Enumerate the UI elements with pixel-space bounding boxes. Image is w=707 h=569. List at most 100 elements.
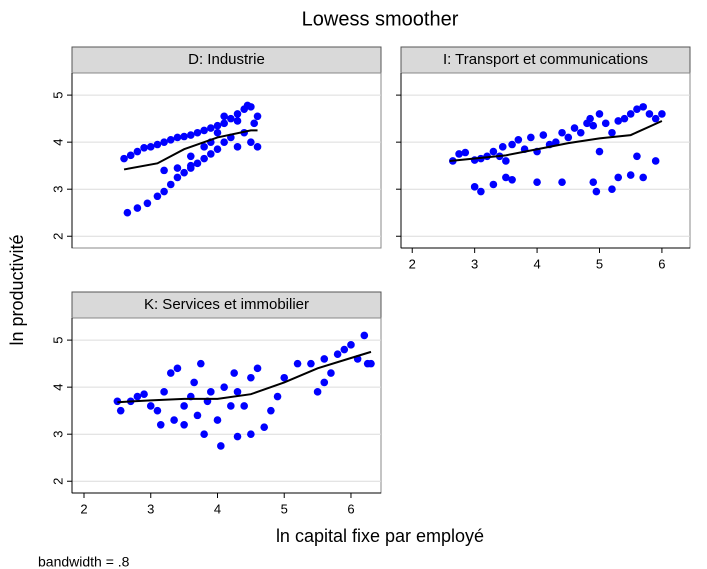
point: [333, 350, 342, 359]
lowess-line: [117, 350, 372, 404]
point: [120, 154, 128, 163]
point: [502, 173, 510, 182]
point: [527, 133, 535, 142]
point: [340, 345, 349, 354]
point: [220, 119, 228, 128]
y-tick-label: 2: [50, 478, 65, 485]
point: [153, 140, 162, 149]
point: [166, 369, 175, 377]
point: [200, 430, 208, 438]
y-tick-label: 3: [50, 186, 65, 193]
point: [207, 150, 215, 158]
point: [651, 114, 660, 123]
x-tick-label: 6: [658, 256, 665, 271]
point: [595, 110, 604, 118]
panel-title: D: Industrie: [188, 51, 265, 68]
point: [140, 143, 148, 152]
x-tick-label: 4: [214, 501, 221, 516]
y-axis-label: ln productivité: [7, 234, 27, 345]
point: [455, 150, 463, 158]
point: [233, 110, 242, 118]
point: [461, 148, 470, 157]
point: [539, 131, 548, 139]
point: [156, 420, 165, 429]
point: [217, 442, 225, 450]
plot-area: [400, 72, 691, 249]
point: [173, 133, 182, 142]
point: [233, 388, 242, 396]
chart-title: Lowess smoother: [302, 8, 459, 30]
plot-area: [71, 72, 382, 249]
point: [273, 392, 282, 401]
y-tick-label: 4: [50, 139, 65, 146]
point: [253, 112, 262, 121]
point: [123, 208, 132, 217]
point: [197, 359, 205, 368]
point: [230, 369, 238, 377]
x-axis-label: ln capital fixe par employé: [276, 526, 484, 546]
point: [489, 147, 498, 156]
point: [589, 121, 598, 130]
point: [250, 119, 258, 128]
point: [320, 355, 329, 363]
point: [247, 430, 255, 438]
panel-header: [400, 46, 691, 74]
point: [220, 138, 228, 146]
point: [193, 128, 202, 137]
point: [508, 175, 516, 184]
point: [570, 124, 579, 132]
point: [633, 152, 641, 161]
point: [658, 110, 666, 118]
point: [173, 164, 182, 172]
point: [227, 114, 235, 123]
point: [166, 136, 175, 144]
point: [193, 411, 202, 420]
panel-title: I: Transport et communications: [443, 51, 648, 68]
point: [626, 110, 635, 118]
point: [608, 128, 616, 137]
point: [213, 128, 222, 137]
point: [645, 110, 654, 118]
point: [327, 369, 335, 377]
point: [533, 178, 541, 186]
point: [247, 138, 255, 146]
point: [240, 402, 248, 410]
point: [153, 192, 162, 201]
point: [247, 103, 255, 111]
point: [213, 416, 222, 424]
point: [576, 128, 585, 137]
lowess-line: [123, 129, 258, 171]
point: [247, 373, 255, 382]
point: [220, 112, 228, 121]
point: [489, 180, 498, 189]
point: [146, 143, 155, 151]
point: [160, 166, 168, 175]
point: [186, 131, 195, 139]
point: [589, 178, 598, 186]
plot-area: [71, 317, 382, 494]
point: [508, 140, 516, 149]
y-tick-label: 5: [50, 91, 65, 98]
point: [160, 138, 168, 146]
point: [639, 173, 647, 182]
y-tick-label: 5: [50, 336, 65, 343]
point: [614, 173, 623, 182]
point: [200, 126, 208, 135]
point: [233, 117, 242, 125]
point: [347, 341, 355, 349]
point: [166, 180, 175, 189]
point: [180, 402, 188, 410]
point: [227, 402, 235, 410]
panel-header: [71, 291, 382, 319]
x-tick-label: 2: [80, 501, 87, 516]
point: [133, 392, 142, 401]
point: [213, 121, 222, 130]
point: [502, 157, 510, 165]
point: [313, 388, 322, 396]
point: [233, 432, 242, 441]
point: [260, 423, 269, 431]
point: [207, 388, 215, 396]
point: [614, 117, 623, 125]
point: [213, 145, 222, 154]
lowess-line: [449, 120, 663, 162]
